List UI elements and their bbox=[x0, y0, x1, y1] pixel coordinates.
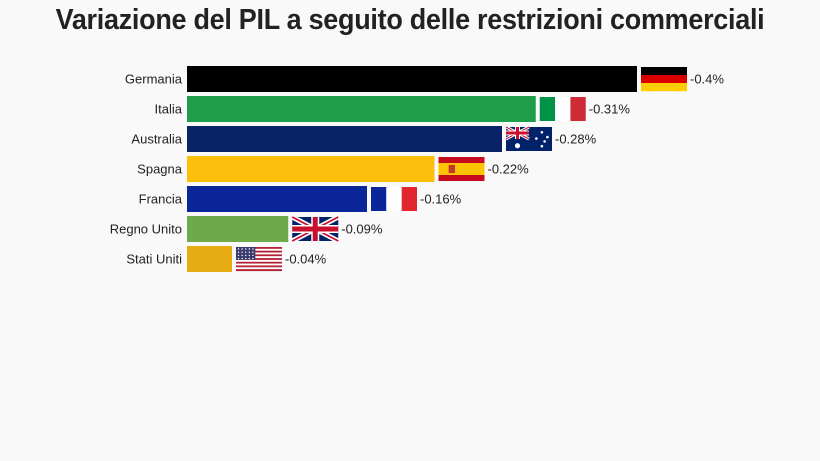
flag-italy-icon bbox=[539, 97, 586, 121]
value-label: -0.28% bbox=[555, 132, 597, 147]
bar-regno-unito bbox=[187, 216, 289, 242]
value-label: -0.04% bbox=[285, 252, 327, 267]
value-label: -0.22% bbox=[488, 162, 530, 177]
category-label: Stati Uniti bbox=[126, 252, 182, 267]
category-label: Australia bbox=[131, 132, 182, 147]
bar-spagna bbox=[187, 156, 435, 182]
bar-francia bbox=[187, 186, 367, 212]
bar-australia bbox=[187, 126, 502, 152]
category-label: Italia bbox=[155, 102, 183, 117]
value-label: -0.16% bbox=[420, 192, 462, 207]
bar-germania bbox=[187, 66, 637, 92]
value-label: -0.4% bbox=[690, 72, 724, 87]
flag-australia-icon bbox=[505, 125, 552, 151]
value-label: -0.09% bbox=[341, 222, 383, 237]
category-label: Francia bbox=[139, 192, 183, 207]
flag-france-icon bbox=[371, 187, 417, 211]
flag-spain-icon bbox=[438, 157, 485, 181]
category-label: Germania bbox=[125, 72, 183, 87]
flag-germany-icon bbox=[641, 67, 687, 92]
category-label: Spagna bbox=[137, 162, 183, 177]
bar-italia bbox=[187, 96, 536, 122]
bar-stati-uniti bbox=[187, 246, 232, 272]
flag-uk-icon bbox=[291, 214, 340, 244]
flag-usa-icon bbox=[236, 247, 282, 272]
chart-title: Variazione del PIL a seguito delle restr… bbox=[55, 4, 765, 36]
category-label: Regno Unito bbox=[110, 222, 182, 237]
value-label: -0.31% bbox=[589, 102, 631, 117]
